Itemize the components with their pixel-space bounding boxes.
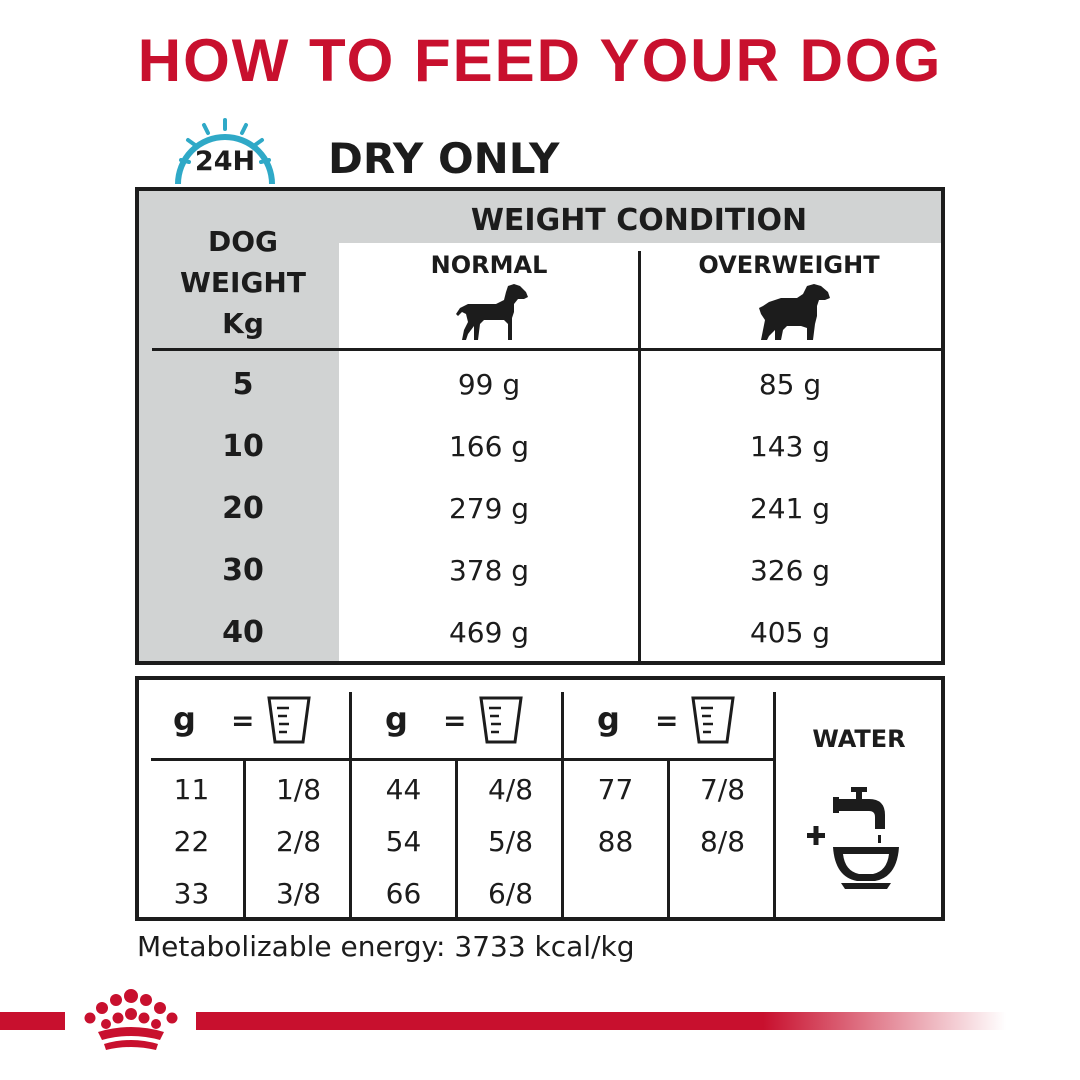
grams-symbol: g	[597, 700, 620, 738]
normal-ration-cell: 99 g	[457, 368, 521, 401]
measuring-cup-icon	[691, 696, 735, 744]
weight-condition-label: WEIGHT CONDITION	[470, 203, 808, 238]
metabolizable-energy-note: Metabolizable energy: 3733 kcal/kg	[137, 930, 635, 963]
normal-ration-cell: 469 g	[448, 616, 530, 649]
dog-weight-cell: 40	[222, 615, 264, 650]
grams-value: 88	[597, 825, 634, 858]
normal-ration-cell: 166 g	[448, 430, 530, 463]
cup-value: 6/8	[487, 877, 534, 910]
measuring-cup-icon	[479, 696, 523, 744]
cell-divider	[243, 758, 246, 917]
brand-band-left	[0, 1012, 65, 1030]
cup-header-divider	[151, 758, 773, 761]
overweight-column-header: OVERWEIGHT	[698, 251, 880, 279]
dog-weight-cell: 30	[222, 553, 264, 588]
measuring-cup-icon	[267, 696, 311, 744]
grams-value: 54	[385, 825, 422, 858]
water-tap-icon	[807, 787, 899, 889]
table-row: 40 469 g 405 g	[139, 602, 941, 664]
cup-header: g =	[563, 688, 773, 758]
cup-value: 7/8	[699, 773, 746, 806]
plus-icon	[807, 826, 825, 845]
group-divider	[773, 692, 776, 917]
cell-divider	[667, 758, 670, 917]
overweight-ration-cell: 326 g	[749, 554, 831, 587]
dog-weight-cell: 10	[222, 429, 264, 464]
table-row: 30 378 g 326 g	[139, 540, 941, 602]
grams-symbol: g	[385, 700, 408, 738]
subtitle: DRY ONLY	[328, 134, 560, 183]
dog-weight-line-1: DOG	[207, 225, 279, 258]
equals-sign: =	[655, 704, 679, 737]
table-row: 20 279 g 241 g	[139, 478, 941, 540]
dog-weight-line-3: Kg	[222, 307, 264, 340]
normal-column-header: NORMAL	[430, 251, 548, 279]
grams-value: 11	[173, 773, 210, 806]
brand-band-right	[196, 1012, 1006, 1030]
water-label: WATER	[812, 725, 906, 753]
overweight-dog-icon	[759, 284, 830, 340]
cup-header: g =	[351, 688, 561, 758]
overweight-ration-cell: 405 g	[749, 616, 831, 649]
dog-weight-cell: 5	[232, 367, 254, 402]
grams-symbol: g	[173, 700, 196, 738]
group-divider	[349, 692, 352, 917]
grams-value: 66	[385, 877, 422, 910]
grams-value: 44	[385, 773, 422, 806]
cup-value: 1/8	[275, 773, 322, 806]
overweight-ration-cell: 85 g	[758, 368, 822, 401]
dog-weight-line-2: WEIGHT	[180, 266, 306, 299]
cup-value: 8/8	[699, 825, 746, 858]
table-row: 10 166 g 143 g	[139, 416, 941, 478]
grams-value: 33	[173, 877, 210, 910]
header-divider	[152, 348, 941, 351]
cup-conversion-table: g = g = g = 11 22 33 1/8 2/8 3/8 44 54 6…	[135, 676, 945, 921]
badge-label: 24H	[194, 146, 256, 177]
table-row: 5 99 g 85 g	[139, 354, 941, 416]
column-divider	[638, 251, 641, 661]
feeding-table: WEIGHT CONDITION DOG WEIGHT Kg NORMAL OV…	[135, 187, 945, 665]
group-divider	[561, 692, 564, 917]
normal-dog-icon	[456, 284, 528, 340]
normal-ration-cell: 378 g	[448, 554, 530, 587]
grams-value: 22	[173, 825, 210, 858]
overweight-ration-cell: 143 g	[749, 430, 831, 463]
clock-24h-icon	[175, 118, 275, 185]
dog-weight-cell: 20	[222, 491, 264, 526]
grams-value: 77	[597, 773, 634, 806]
overweight-ration-cell: 241 g	[749, 492, 831, 525]
cup-value: 4/8	[487, 773, 534, 806]
page-title: HOW TO FEED YOUR DOG	[137, 27, 943, 94]
normal-ration-cell: 279 g	[448, 492, 530, 525]
cup-value: 2/8	[275, 825, 322, 858]
cell-divider	[455, 758, 458, 917]
dog-weight-label: DOG WEIGHT Kg	[139, 221, 347, 344]
cup-header: g =	[139, 688, 349, 758]
cup-value: 5/8	[487, 825, 534, 858]
equals-sign: =	[231, 704, 255, 737]
royal-canin-crown-logo	[84, 989, 178, 1050]
cup-value: 3/8	[275, 877, 322, 910]
equals-sign: =	[443, 704, 467, 737]
